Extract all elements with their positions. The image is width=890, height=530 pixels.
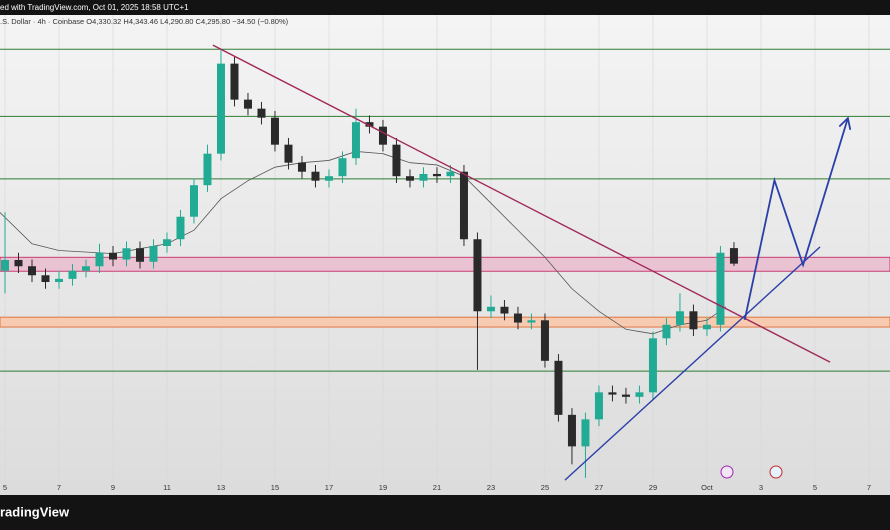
- x-tick-label: 25: [541, 483, 549, 492]
- zone: [0, 316, 890, 328]
- arrow-head: [838, 116, 852, 131]
- trendline: [564, 246, 821, 481]
- candle-body: [581, 419, 590, 447]
- candle-body: [41, 275, 50, 283]
- candle-body: [270, 117, 279, 145]
- candle-body: [243, 99, 252, 109]
- x-tick-label: 23: [487, 483, 495, 492]
- candle-body: [54, 278, 63, 283]
- candle-body: [648, 338, 657, 393]
- candle-body: [176, 216, 185, 240]
- candle-body: [324, 176, 333, 181]
- x-tick-label: 5: [813, 483, 817, 492]
- candle-body: [594, 392, 603, 420]
- candle-body: [662, 324, 671, 339]
- x-tick-label: 3: [759, 483, 763, 492]
- x-tick-label: 27: [595, 483, 603, 492]
- header: ed with TradingView.com, Oct 01, 2025 18…: [0, 3, 189, 12]
- candle-body: [567, 414, 576, 447]
- candle-body: [513, 313, 522, 323]
- x-tick-label: 21: [433, 483, 441, 492]
- candle-body: [405, 176, 414, 181]
- candle-body: [689, 311, 698, 330]
- bottom-bar: [0, 495, 890, 530]
- brand: radingView: [0, 504, 70, 519]
- candle-body: [230, 63, 239, 100]
- x-tick-label: 9: [111, 483, 115, 492]
- candle-body: [311, 171, 320, 181]
- candle-body: [527, 320, 536, 323]
- candle-body: [446, 171, 455, 177]
- zone: [0, 256, 890, 272]
- candle-body: [351, 122, 360, 159]
- x-tick-label: 13: [217, 483, 225, 492]
- candle-body: [554, 360, 563, 415]
- candle-body: [297, 162, 306, 172]
- event-icon[interactable]: [720, 465, 734, 479]
- candle-body: [365, 122, 374, 127]
- candle-body: [621, 394, 630, 397]
- x-tick-label: 7: [867, 483, 871, 492]
- candle-body: [284, 144, 293, 163]
- x-tick-label: 19: [379, 483, 387, 492]
- candle-body: [257, 108, 266, 118]
- candle-body: [0, 259, 9, 271]
- x-tick-label: 7: [57, 483, 61, 492]
- candle-body: [14, 259, 23, 267]
- candle-body: [27, 266, 36, 276]
- candle-body: [68, 270, 77, 279]
- candle-body: [702, 324, 711, 330]
- candle-body: [378, 126, 387, 145]
- trendline: [212, 44, 831, 363]
- legend-text: .S. Dollar · 4h · Coinbase O4,330.32 H4,…: [0, 17, 289, 26]
- candle-body: [149, 245, 158, 262]
- candle-body: [608, 392, 617, 395]
- candle-body: [81, 266, 90, 271]
- projection-path: [743, 117, 849, 321]
- candle-body: [500, 306, 509, 314]
- candle-body: [459, 171, 468, 240]
- candle-body: [216, 63, 225, 154]
- candle-body: [122, 248, 131, 260]
- x-tick-label: 17: [325, 483, 333, 492]
- candle-body: [135, 248, 144, 262]
- candle-body: [540, 320, 549, 361]
- candle-body: [473, 239, 482, 312]
- candle-body: [338, 158, 347, 177]
- event-icon[interactable]: [769, 465, 783, 479]
- candle-body: [203, 153, 212, 186]
- candle-body: [392, 144, 401, 177]
- candle-body: [419, 173, 428, 181]
- candle-body: [108, 252, 117, 260]
- candle-body: [486, 306, 495, 312]
- candle-body: [635, 392, 644, 397]
- x-tick-label: Oct: [701, 483, 714, 492]
- candle-body: [95, 252, 104, 267]
- candle-body: [716, 252, 725, 325]
- candle-body: [189, 185, 198, 217]
- plot-background: [0, 15, 890, 495]
- x-tick-label: 29: [649, 483, 657, 492]
- candle-body: [729, 248, 738, 264]
- candle-body: [432, 173, 441, 177]
- x-tick-label: 11: [163, 483, 171, 492]
- top-bar: [0, 0, 890, 15]
- candle-body: [675, 311, 684, 325]
- candle-body: [162, 239, 171, 246]
- x-tick-label: 15: [271, 483, 279, 492]
- x-tick-label: 5: [3, 483, 7, 492]
